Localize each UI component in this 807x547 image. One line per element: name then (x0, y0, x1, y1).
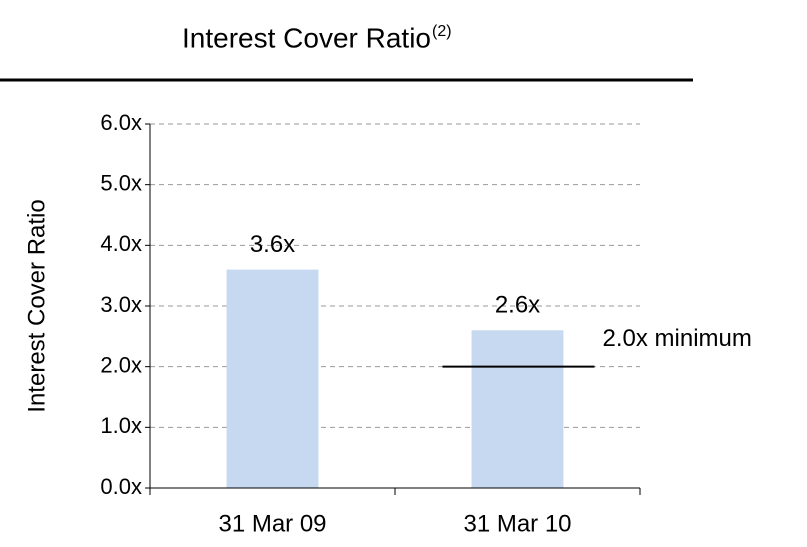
y-tick-label: 6.0x (100, 110, 142, 135)
y-tick-label: 1.0x (100, 413, 142, 438)
y-tick-label: 4.0x (100, 231, 142, 256)
title-note: (2) (432, 23, 452, 40)
y-tick-label: 2.0x (100, 352, 142, 377)
value-label: 2.6x (495, 292, 540, 319)
threshold-label: 2.0x minimum (603, 325, 752, 352)
chart-title: Interest Cover Ratio (182, 22, 431, 53)
x-tick-label: 31 Mar 09 (218, 510, 326, 537)
bar (226, 269, 319, 488)
value-label: 3.6x (250, 231, 295, 258)
y-tick-label: 0.0x (100, 474, 142, 499)
x-tick-label: 31 Mar 10 (463, 510, 571, 537)
bar (471, 330, 564, 488)
y-axis-label: Interest Cover Ratio (23, 199, 50, 412)
y-tick-label: 3.0x (100, 292, 142, 317)
y-tick-label: 5.0x (100, 170, 142, 195)
